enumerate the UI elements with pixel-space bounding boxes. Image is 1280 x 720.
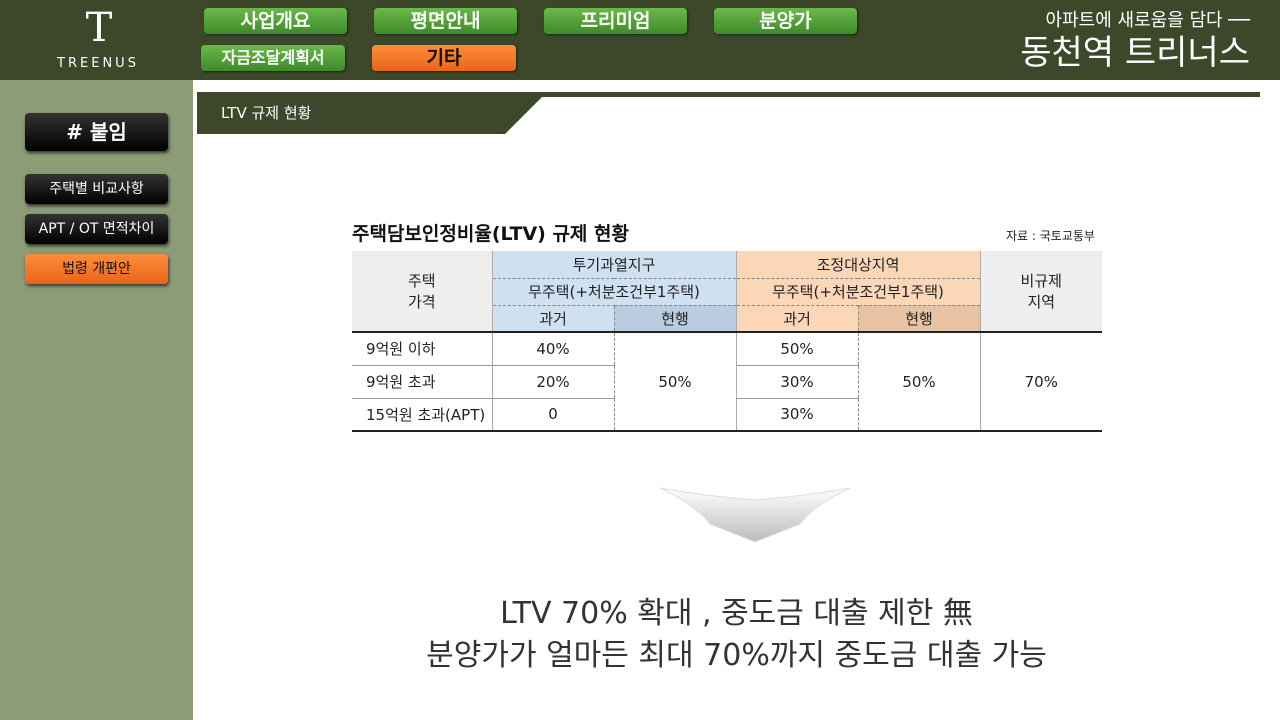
message-line-2: 분양가가 얼마든 최대 70%까지 중도금 대출 가능 bbox=[426, 638, 1047, 673]
ltv-table: 주택 가격 투기과열지구 조정대상지역 비규제 지역 무주택(+처분조건부1주택… bbox=[352, 251, 1102, 432]
nav-funding-plan[interactable]: 자금조달계획서 bbox=[201, 45, 345, 71]
table-title: 주택담보인정비율(LTV) 규제 현황 bbox=[352, 223, 629, 245]
row-label: 15억원 초과(APT) bbox=[352, 398, 492, 432]
cell-g1-past: 0 bbox=[491, 398, 614, 432]
header-g2-past: 과거 bbox=[735, 304, 858, 332]
message-line-1: LTV 70% 확대 , 중도금 대출 제한 無 bbox=[500, 596, 973, 631]
logo-mark-icon: T bbox=[85, 5, 113, 51]
treenus-logo[interactable]: T TREENUS bbox=[50, 6, 146, 71]
top-header: T TREENUS 사업개요 평면안내 프리미엄 분양가 자금조달계획서 기타 … bbox=[0, 0, 1280, 80]
cell-g2-past: 30% bbox=[735, 365, 858, 399]
header-speculation-zone: 투기과열지구 bbox=[491, 251, 736, 278]
sidebar-item-law-revision[interactable]: 법령 개편안 bbox=[25, 254, 168, 284]
header-g2-current: 현행 bbox=[857, 304, 980, 332]
header-price: 주택 가격 bbox=[352, 251, 492, 333]
header-g1-current: 현행 bbox=[613, 304, 736, 332]
nav-floor-plan[interactable]: 평면안내 bbox=[374, 8, 517, 34]
cell-g1-past: 40% bbox=[491, 332, 614, 366]
slogan-text: 아파트에 새로움을 담다 ── bbox=[1045, 10, 1250, 31]
cell-g2-current: 50% bbox=[857, 332, 980, 432]
project-name: 동천역 트리너스 bbox=[1020, 33, 1250, 73]
header-g1-past: 과거 bbox=[491, 304, 614, 332]
section-tab: LTV 규제 현황 bbox=[197, 92, 547, 134]
header-adjustment-zone: 조정대상지역 bbox=[735, 251, 980, 278]
cell-g1-current: 50% bbox=[613, 332, 736, 432]
sidebar-item-comparison[interactable]: 주택별 비교사항 bbox=[25, 174, 168, 204]
nav-etc[interactable]: 기타 bbox=[372, 45, 516, 71]
header-sub-2: 무주택(+처분조건부1주택) bbox=[735, 277, 980, 305]
nav-premium[interactable]: 프리미엄 bbox=[544, 8, 687, 34]
slogan: 아파트에 새로움을 담다 ── 동천역 트리너스 bbox=[1020, 6, 1250, 74]
sidebar: # 붙임 주택별 비교사항 APT / OT 면적차이 법령 개편안 bbox=[0, 80, 193, 720]
section-divider bbox=[197, 92, 1260, 97]
header-non-regulated: 비규제 지역 bbox=[979, 251, 1102, 333]
row-label: 9억원 이하 bbox=[352, 332, 492, 366]
down-arrow-icon bbox=[659, 487, 851, 543]
sidebar-title: # 붙임 bbox=[25, 113, 168, 151]
table-source: 자료 : 국토교통부 bbox=[1006, 229, 1095, 243]
sidebar-item-area-difference[interactable]: APT / OT 면적차이 bbox=[25, 214, 168, 244]
nav-sale-price[interactable]: 분양가 bbox=[714, 8, 857, 34]
nav-business-overview[interactable]: 사업개요 bbox=[204, 8, 347, 34]
logo-text: TREENUS bbox=[57, 56, 139, 71]
cell-g2-past: 30% bbox=[735, 398, 858, 432]
header-sub-1: 무주택(+처분조건부1주택) bbox=[491, 277, 736, 305]
row-label: 9억원 초과 bbox=[352, 365, 492, 399]
cell-non-regulated: 70% bbox=[979, 332, 1102, 432]
cell-g1-past: 20% bbox=[491, 365, 614, 399]
cell-g2-past: 50% bbox=[735, 332, 858, 366]
